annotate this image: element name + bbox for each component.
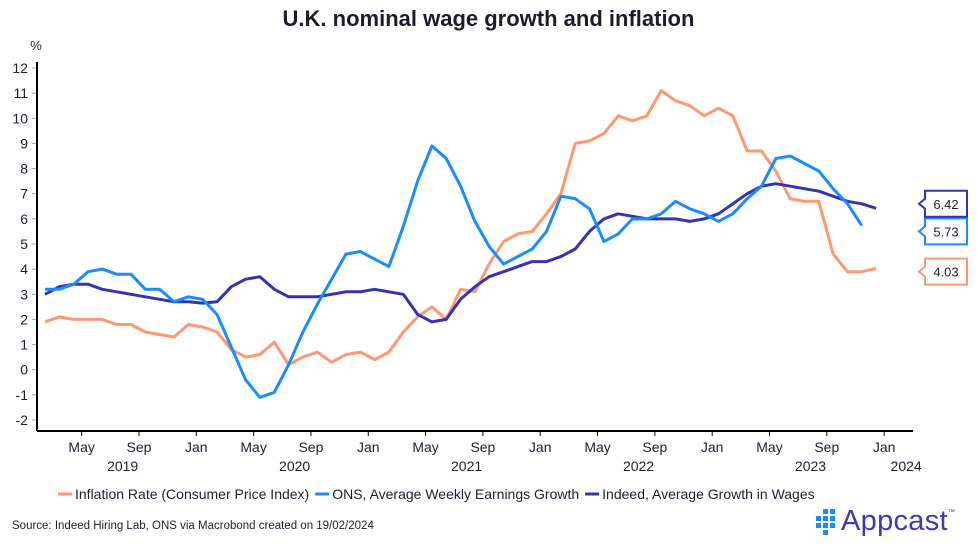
x-tick-label: Sep [470, 439, 495, 455]
x-year-label: 2019 [107, 458, 138, 474]
y-tick-label: 7 [20, 186, 28, 202]
series-line-0 [44, 89, 877, 367]
logo-trademark: ™ [947, 509, 955, 516]
end-value-callout [917, 217, 968, 246]
y-tick-label: 3 [20, 286, 28, 302]
y-tick-label: 4 [20, 261, 28, 277]
x-tick-label: May [756, 439, 782, 455]
y-tick-label: 8 [20, 161, 28, 177]
y-tick-label: 2 [20, 311, 28, 327]
x-tick-label: Sep [127, 439, 152, 455]
x-year-label: 2020 [279, 458, 310, 474]
end-value-callout [917, 257, 968, 286]
y-tick-label: 1 [20, 337, 28, 353]
y-tick-label: 9 [20, 135, 28, 151]
x-tick-label: Jan [529, 439, 552, 455]
x-tick-label: Jan [701, 439, 724, 455]
chart-title: U.K. nominal wage growth and inflation [282, 6, 695, 31]
source-note: Source: Indeed Hiring Lab, ONS via Macro… [12, 520, 374, 532]
legend-label: Inflation Rate (Consumer Price Index) [75, 486, 309, 502]
end-value-label: 4.03 [933, 265, 958, 280]
x-tick-label: Jan [873, 439, 896, 455]
x-tick-label: Sep [814, 439, 839, 455]
end-value-callout [917, 189, 968, 218]
x-tick-label: May [68, 439, 94, 455]
x-tick-label: May [412, 439, 438, 455]
y-tick-label: 0 [20, 362, 28, 378]
end-value-label: 6.42 [933, 197, 958, 212]
y-axis-unit-label: % [30, 38, 42, 53]
x-tick-label: May [240, 439, 266, 455]
y-tick-label: 12 [12, 60, 28, 76]
x-year-label: 2024 [891, 458, 922, 474]
x-tick-label: Jan [357, 439, 380, 455]
legend-label: Indeed, Average Growth in Wages [602, 486, 814, 502]
y-tick-label: -2 [16, 412, 29, 428]
x-tick-label: Sep [298, 439, 323, 455]
y-tick-label: 5 [20, 236, 28, 252]
x-tick-label: May [584, 439, 610, 455]
y-tick-label: 11 [13, 85, 28, 101]
y-tick-label: -1 [16, 387, 29, 403]
legend-label: ONS, Average Weekly Earnings Growth [332, 486, 579, 502]
end-value-label: 5.73 [933, 224, 958, 239]
x-year-label: 2023 [795, 458, 826, 474]
appcast-logo: Appcast ™ [816, 505, 955, 538]
x-tick-label: Jan [185, 439, 208, 455]
series-line-2 [44, 182, 877, 324]
series-line-1 [45, 144, 864, 399]
logo-text: Appcast [841, 505, 948, 537]
y-tick-label: 10 [12, 110, 28, 126]
appcast-dots-icon [816, 508, 835, 535]
x-year-label: 2021 [451, 458, 482, 474]
y-tick-label: 6 [20, 211, 28, 227]
x-year-label: 2022 [623, 458, 654, 474]
x-tick-label: Sep [642, 439, 667, 455]
